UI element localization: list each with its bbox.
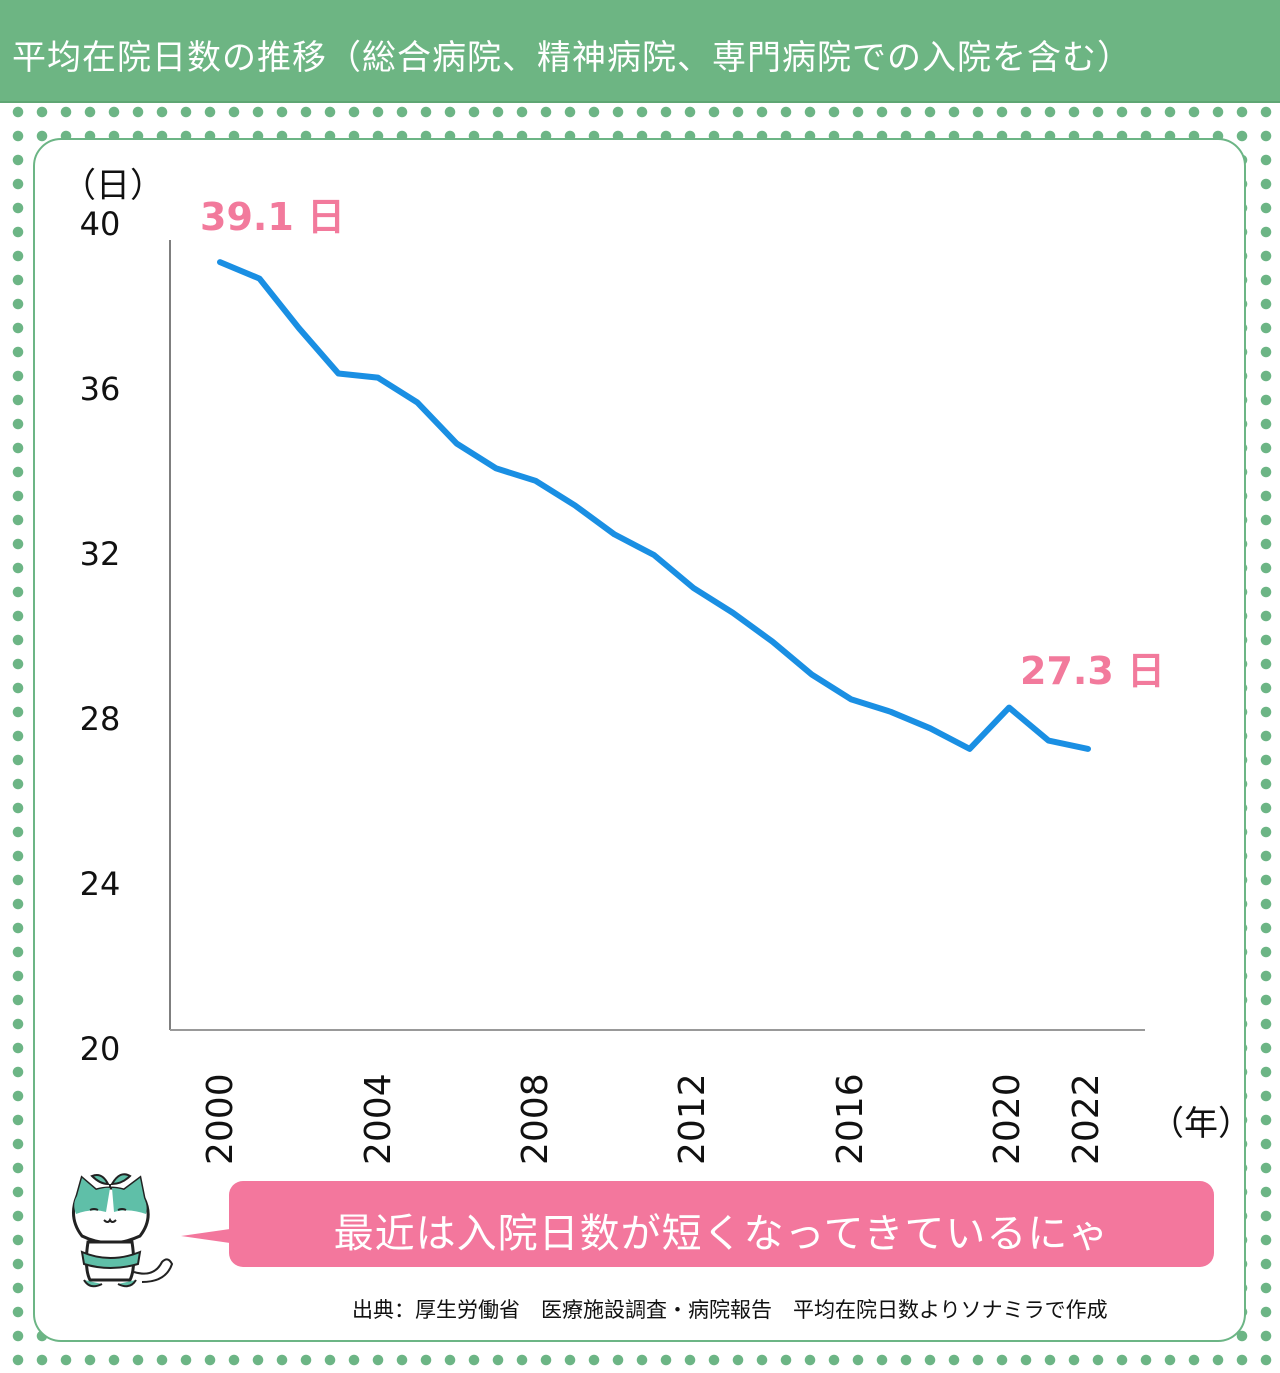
speech-bubble-tail — [181, 1228, 237, 1244]
source-citation: 出典：厚生労働省 医療施設調査・病院報告 平均在院日数よりソナミラで作成 — [352, 1298, 1108, 1322]
start-value-annotation: 39.1 日 — [200, 195, 345, 239]
speech-bubble: 最近は入院日数が短くなってきているにゃ — [229, 1181, 1214, 1267]
title-bar: 平均在院日数の推移（総合病院、精神病院、専門病院での入院を含む） — [0, 0, 1280, 103]
y-tick-label: 32 — [79, 535, 121, 573]
speech-bubble-text: 最近は入院日数が短くなってきているにゃ — [333, 1211, 1110, 1257]
y-tick-label: 40 — [79, 205, 121, 243]
y-tick-label: 20 — [79, 1030, 121, 1068]
x-tick-label: 2008 — [515, 1073, 556, 1165]
series-line — [217, 259, 1091, 752]
y-tick-label: 36 — [79, 370, 121, 408]
x-axis-unit: （年） — [1150, 1104, 1252, 1144]
y-tick-label: 24 — [79, 865, 121, 903]
x-tick-label: 2016 — [830, 1073, 871, 1165]
y-tick-label: 28 — [79, 700, 121, 738]
cat-mascot-icon — [71, 1173, 174, 1288]
page-title: 平均在院日数の推移（総合病院、精神病院、専門病院での入院を含む） — [12, 38, 1132, 78]
x-tick-label: 2020 — [987, 1073, 1028, 1165]
y-axis-unit: （日） — [62, 166, 164, 206]
x-tick-label: 2012 — [672, 1073, 713, 1165]
end-value-annotation: 27.3 日 — [1020, 649, 1165, 693]
x-tick-label: 2022 — [1066, 1073, 1107, 1165]
x-tick-label: 2000 — [200, 1073, 241, 1165]
x-tick-label: 2004 — [358, 1073, 399, 1165]
